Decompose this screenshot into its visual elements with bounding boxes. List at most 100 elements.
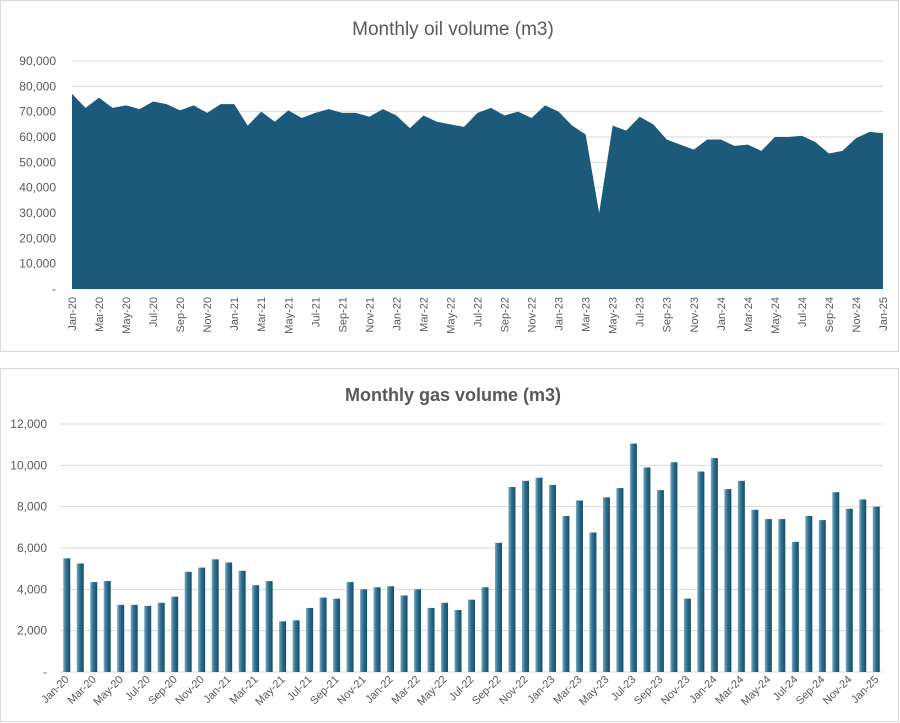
gas-x-tick-label: Nov-23 <box>659 674 693 708</box>
gas-bar <box>320 598 327 672</box>
gas-x-tick-label: Jan-22 <box>363 674 395 706</box>
gas-x-tick-label: Nov-21 <box>335 674 369 708</box>
gas-bar <box>293 620 300 672</box>
gas-bar <box>455 610 462 672</box>
gas-bar <box>387 586 394 672</box>
gas-x-tick-label: Jan-24 <box>687 674 719 706</box>
gas-bar <box>158 603 165 672</box>
oil-y-tick-label: 50,000 <box>19 155 56 169</box>
gas-chart-title: Monthly gas volume (m3) <box>345 385 561 405</box>
oil-y-tick-label: 90,000 <box>19 54 56 68</box>
gas-x-tick-label: May-24 <box>739 674 773 708</box>
gas-chart-svg: Monthly gas volume (m3) - 2,000 4,000 6,000… <box>1 369 900 723</box>
gas-bar <box>481 587 488 672</box>
gas-x-tick-label: Sep-21 <box>308 674 342 708</box>
gas-bar <box>198 568 205 672</box>
gas-bar <box>805 516 812 672</box>
gas-bar <box>630 444 637 672</box>
oil-y-tick-label: 20,000 <box>19 231 56 245</box>
oil-x-tick-label: Mar-23 <box>581 297 593 332</box>
gas-y-tick-label: 12,000 <box>10 417 47 431</box>
gas-bar <box>765 519 772 672</box>
oil-x-tick-label: Sep-21 <box>337 297 349 332</box>
gas-bar <box>724 489 731 672</box>
oil-y-tick-label: 40,000 <box>19 181 56 195</box>
gas-bar <box>859 499 866 672</box>
oil-x-tick-label: Sep-23 <box>662 297 674 332</box>
gas-x-tick-label: Sep-23 <box>632 674 666 708</box>
gas-bar <box>239 571 246 672</box>
gas-x-tick-label: Sep-22 <box>470 674 504 708</box>
gas-y-tick-label: 4,000 <box>17 582 47 596</box>
oil-x-tick-label: Nov-23 <box>689 297 701 332</box>
gas-x-tick-label: Jan-23 <box>525 674 557 706</box>
gas-bar <box>792 542 799 672</box>
oil-y-tick-label: 30,000 <box>19 206 56 220</box>
oil-x-tick-label: Jul-22 <box>473 297 485 327</box>
gas-bar <box>589 533 596 673</box>
gas-y-tick-label: 8,000 <box>17 500 47 514</box>
gas-bar <box>468 600 475 672</box>
gas-x-tick-label: Nov-24 <box>821 674 855 708</box>
gas-bar <box>212 559 219 672</box>
gas-bar <box>711 458 718 672</box>
gas-x-tick-label: Nov-20 <box>173 674 207 708</box>
oil-y-tick-label: - <box>52 282 56 296</box>
gas-bar <box>846 509 853 672</box>
gas-x-tick-label: Sep-20 <box>146 674 180 708</box>
oil-x-tick-label: May-20 <box>121 297 133 334</box>
gas-bar <box>603 497 610 672</box>
oil-x-tick-label: Jul-23 <box>635 297 647 327</box>
oil-x-tick-label: Sep-20 <box>175 297 187 332</box>
oil-x-tick-label: Mar-24 <box>743 297 755 332</box>
gas-bar <box>279 621 286 672</box>
gas-x-tick-label: May-20 <box>91 674 125 708</box>
oil-x-tick-label: Mar-20 <box>94 297 106 332</box>
gas-bar <box>144 606 151 672</box>
gas-bar <box>576 500 583 672</box>
oil-x-tick-label: Nov-24 <box>851 297 863 332</box>
gas-x-tick-label: May-22 <box>415 674 449 708</box>
gas-bar <box>832 492 839 672</box>
gas-y-tick-label: - <box>43 665 47 679</box>
gas-bar <box>347 582 354 672</box>
oil-x-tick-label: Sep-22 <box>500 297 512 332</box>
gas-y-tick-label: 6,000 <box>17 541 47 555</box>
gas-bar <box>401 596 408 672</box>
gas-bar <box>90 582 97 672</box>
gas-bar <box>562 516 569 672</box>
gas-bar <box>684 599 691 672</box>
gas-x-tick-label: May-21 <box>253 674 287 708</box>
gas-bar <box>441 603 448 672</box>
gas-x-tick-label: Jan-25 <box>849 674 881 706</box>
oil-x-tick-label: Nov-20 <box>202 297 214 332</box>
oil-y-tick-label: 80,000 <box>19 79 56 93</box>
oil-x-tick-label: Jan-22 <box>391 297 403 331</box>
gas-bar <box>77 564 84 673</box>
gas-y-tick-label: 2,000 <box>17 624 47 638</box>
oil-y-tick-label: 10,000 <box>19 257 56 271</box>
gas-bar <box>266 581 273 672</box>
oil-x-tick-label: Jan-23 <box>554 297 566 331</box>
gas-x-tick-label: May-23 <box>577 674 611 708</box>
gas-bar <box>873 507 880 672</box>
gas-bar <box>252 585 259 672</box>
gas-chart-panel: Monthly gas volume (m3) - 2,000 4,000 6,000… <box>0 368 899 722</box>
gas-bar <box>131 605 138 672</box>
gas-bar <box>428 608 435 672</box>
gas-bar <box>616 488 623 672</box>
gas-bar <box>738 481 745 672</box>
gas-bar <box>333 599 340 672</box>
gas-bar <box>117 605 124 672</box>
oil-x-tick-label: May-23 <box>608 297 620 334</box>
gas-bar <box>185 572 192 672</box>
gas-bar <box>508 487 515 672</box>
gas-bar <box>104 581 111 672</box>
gas-bar <box>522 481 529 672</box>
gas-bar <box>751 510 758 672</box>
oil-x-tick-label: Nov-21 <box>364 297 376 332</box>
oil-x-tick-label: Nov-22 <box>527 297 539 332</box>
oil-x-tick-label: Jan-24 <box>716 297 728 331</box>
gas-bar <box>778 519 785 672</box>
